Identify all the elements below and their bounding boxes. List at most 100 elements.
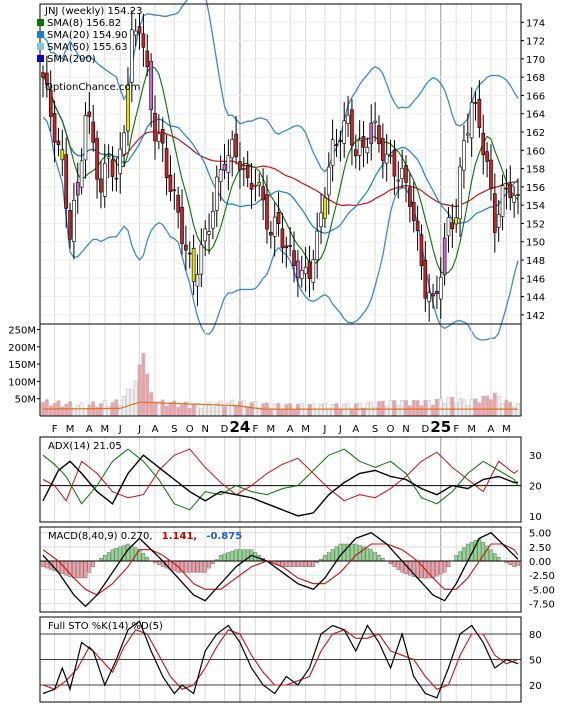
bollinger-upper-line [42,0,519,173]
volume-bar-110 [465,405,470,417]
macd-histogram-bar-41 [199,560,204,573]
macd-histogram-bar-0 [41,560,45,567]
candle-body-52 [242,168,246,170]
candle-body-33 [168,174,173,192]
candle-body-10 [79,160,84,188]
candle-body-100 [427,292,431,302]
volume-bar-9 [75,404,80,417]
volume-bar-40 [195,402,200,417]
macd-histogram-bar-74 [326,552,331,562]
volume-bar-2 [48,405,53,417]
candle-body-31 [160,129,165,144]
volume-bar-59 [268,408,273,417]
candle-body-35 [176,194,180,213]
price-tick-label-168: 168 [526,73,545,84]
volume-bar-48 [226,401,231,417]
price-tick-label-152: 152 [526,219,545,230]
price-tick-label-154: 154 [526,201,545,212]
macd-histogram-bar-47 [222,553,227,562]
macd-histogram-bar-84 [365,548,370,562]
candle-body-64 [288,245,292,247]
volume-bar-36 [180,403,184,417]
candle-body-34 [172,189,177,192]
x-tick-label-7: S [171,424,177,435]
x-tick-label-11: 24 [230,418,251,436]
price-tick-label-142: 142 [526,311,545,322]
macd-histogram-bar-49 [230,550,235,562]
candle-body-9 [75,182,80,196]
volume-bar-26 [141,353,146,417]
macd-histogram-bar-11 [83,560,88,579]
adx-tick-label-30: 30 [529,451,542,462]
candle-body-86 [373,120,377,123]
volume-bar-64 [288,403,293,417]
candle-body-74 [326,166,331,196]
macd-histogram-bar-114 [481,541,486,562]
macd-tick-label--5: -5.00 [529,585,555,596]
price-panel: 142 144 146 148 150 152 154 156 158 160 162 164 166 1… [37,0,545,341]
candle-body-22 [126,84,130,132]
candle-body-48 [226,155,231,173]
candle-body-72 [319,212,323,228]
candle-body-27 [145,50,150,68]
candle-body-29 [153,112,157,142]
volume-bar-32 [164,405,169,417]
volume-bar-99 [423,400,428,417]
macd-histogram-bar-104 [442,560,447,573]
sto-label: Full STO %K(14) %D(5) [48,621,163,632]
volume-bar-101 [431,404,435,417]
adx-line [42,454,518,517]
volume-bar-68 [303,408,308,417]
candle-body-19 [114,177,119,180]
volume-bar-41 [199,408,204,417]
candle-body-120 [504,187,509,190]
macd-histogram-bar-102 [435,560,439,577]
bollinger-lower-line [42,116,519,341]
candle-body-30 [157,133,161,142]
macd-histogram-bar-46 [218,555,223,562]
candle-body-5 [60,149,65,161]
macd-histogram-bar-12 [87,560,92,573]
price-tick-label-170: 170 [526,55,545,66]
macd-panel: 5.00 2.50 0.00 -2.50 -5.00 -7.50 MACD(8,40,9)… [39,526,555,613]
macd-histogram-bar-17 [106,552,111,562]
volume-bar-74 [326,408,331,417]
macd-histogram-bar-39 [191,560,196,573]
macd-histogram-bar-9 [75,560,80,579]
candle-body-117 [493,193,497,233]
legend-label-1: SMA(20) 154.90 [47,30,128,41]
volume-bar-71 [315,408,320,417]
volume-bar-67 [299,403,304,417]
volume-bar-60 [272,404,277,417]
sto-panel: 20 50 80 Full STO %K(14) %D(5) [39,616,542,703]
volume-bar-86 [373,406,377,417]
candle-body-13 [91,121,96,143]
price-tick-label-162: 162 [526,128,545,139]
adx-tick-label-20: 20 [529,482,542,493]
volume-bar-28 [149,392,153,417]
macd-histogram-bar-121 [508,560,513,565]
legend-label-3: SMA(200) [47,54,96,65]
candle-body-69 [307,261,312,280]
candle-body-16 [102,163,107,197]
volume-bar-39 [191,404,196,417]
candle-body-1 [45,72,49,85]
candle-body-71 [315,230,319,261]
candle-body-110 [465,133,470,136]
candle-body-40 [195,274,200,287]
candle-body-118 [496,214,501,228]
candle-body-61 [276,211,281,225]
volume-bar-33 [168,402,173,417]
candle-body-59 [269,231,273,236]
x-tick-label-1: M [66,424,75,435]
candle-body-57 [261,186,265,201]
sto-tick-label-80: 80 [529,630,542,641]
macd-histogram-bar-19 [114,548,119,562]
volume-bar-69 [307,404,312,417]
volume-bar-42 [203,403,208,417]
macd-tick-label-5: 5.00 [529,529,551,540]
x-tick-label-9: N [201,424,208,435]
volume-bar-12 [87,404,92,417]
x-tick-label-18: A [352,424,359,435]
candle-body-101 [431,293,435,297]
